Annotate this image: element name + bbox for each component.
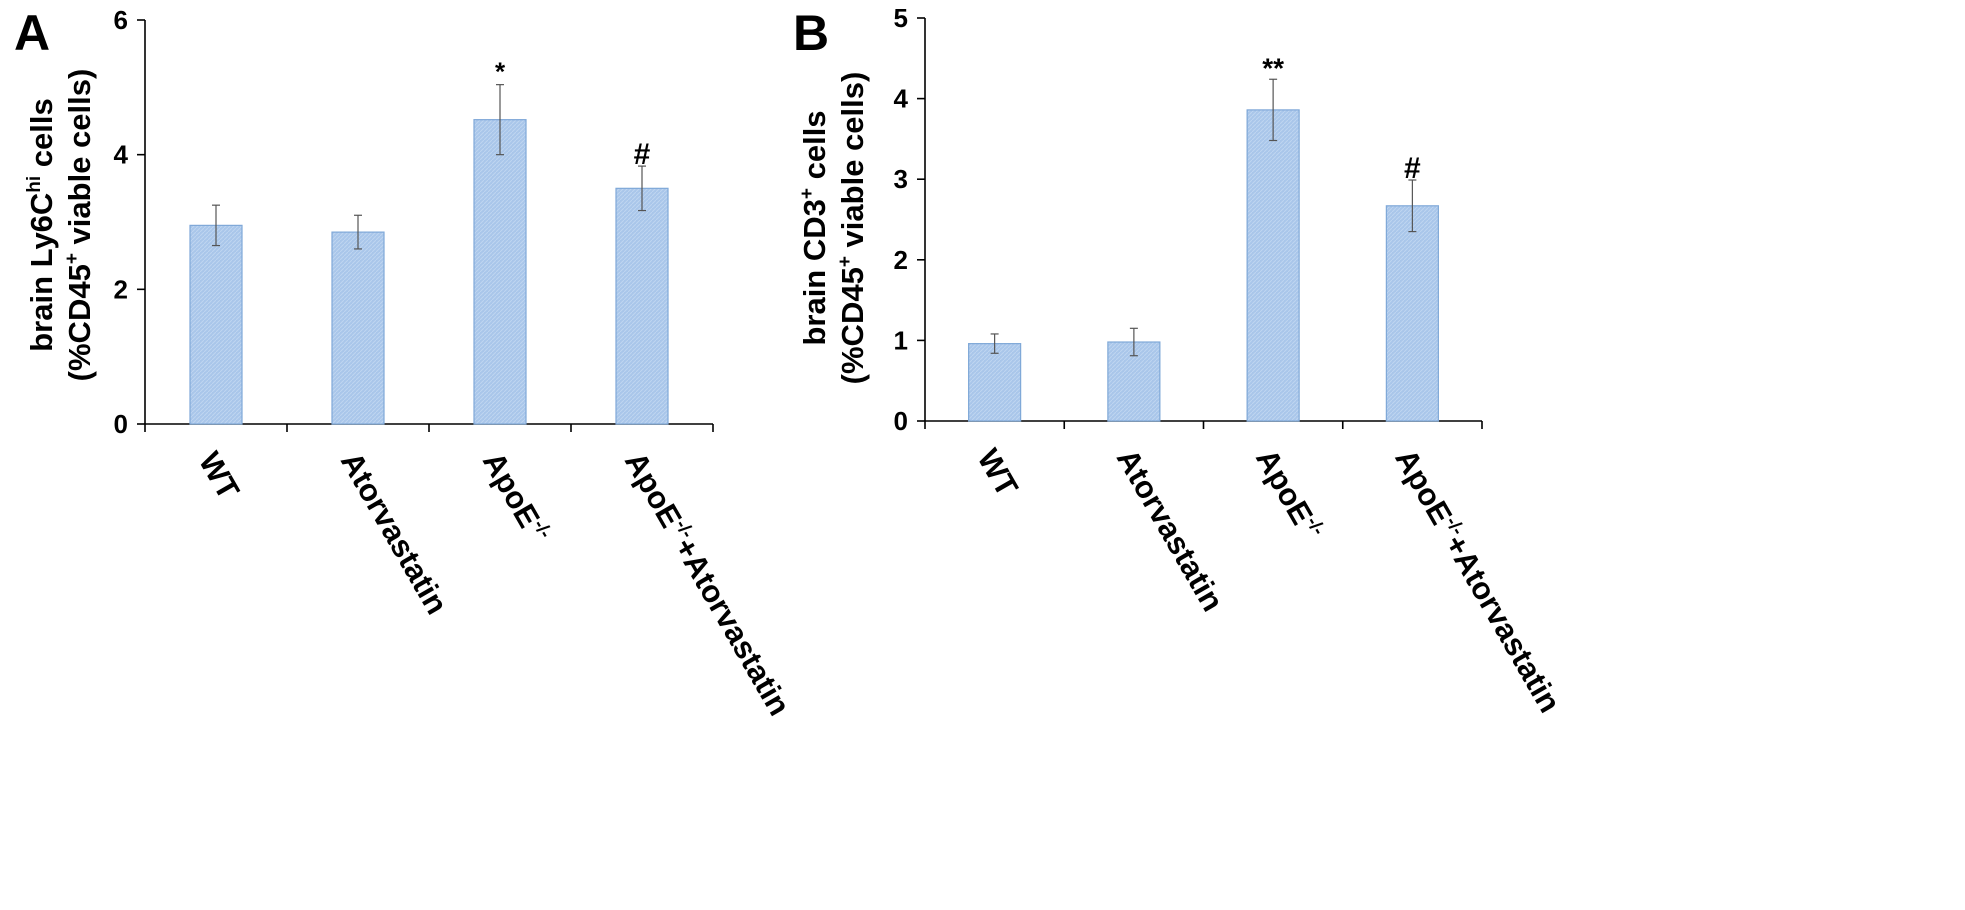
panel-a-error-bar-4 [638,165,646,212]
panel-letter-b: B [793,5,829,61]
panel-b: B brain CD3+ cells (%CD45+ viable cells)… [793,3,1568,718]
panel-a-category-label-1: WT [192,446,246,505]
panel-b-y-tick-label: 5 [894,3,908,33]
panel-a: A brain Ly6Chi cells (%CD45+ viable cell… [14,5,797,721]
panel-a-y-tick-label: 4 [114,140,129,170]
panel-a-bar-2 [331,231,385,425]
panel-b-y-tick-label: 3 [894,164,908,194]
panel-letter-a: A [14,5,50,61]
panel-a-significance-3: * [495,57,506,87]
panel-b-category-label-1: WT [971,443,1025,502]
panel-b-error-bar-1 [990,333,999,354]
panel-a-bar-1 [189,224,243,425]
panel-b-category-label-4: ApoE-/-+Atorvastatin [1388,443,1567,718]
panel-b-category-label-3: ApoE-/- [1249,443,1329,546]
panel-b-significance-3: ** [1262,52,1284,83]
panel-a-ylabel: brain Ly6Chi cells (%CD45+ viable cells) [24,69,97,382]
panel-b-plot: 0 1 2 3 4 5 WT Atorvastatin ** ApoE-/- # ApoE-/-+At… [894,3,1568,718]
panel-b-y-tick-label: 0 [894,406,908,436]
panel-a-category-label-2: Atorvastatin [334,446,455,620]
panel-b-error-bar-4 [1408,179,1417,233]
panel-b-bar-1 [968,343,1022,422]
panel-a-y-tick-label: 6 [114,5,128,35]
panel-b-y-tick-label: 1 [894,325,908,355]
panel-a-y-tick-label: 2 [114,274,128,304]
panel-a-ylabel-line2: (%CD45+ viable cells) [62,69,97,382]
panel-a-y-tick-label: 0 [114,409,128,439]
panel-a-category-label-3: ApoE-/- [476,446,556,549]
panel-a-ylabel-line1: brain Ly6Chi cells [24,98,59,352]
panel-b-significance-4: # [1404,152,1421,185]
panel-a-bar-4 [615,187,669,425]
panel-a-error-bar-1 [212,204,220,247]
panel-a-bar-3 [473,119,527,425]
panel-b-bar-4 [1385,205,1439,422]
panel-b-category-label-2: Atorvastatin [1110,443,1231,617]
panel-a-error-bar-2 [354,214,362,250]
panel-a-category-label-4: ApoE-/-+Atorvastatin [618,446,797,721]
panel-b-y-tick-label: 2 [894,245,908,275]
panel-b-ylabel: brain CD3+ cells (%CD45+ viable cells) [797,72,870,385]
panel-b-ylabel-line2: (%CD45+ viable cells) [835,72,870,385]
panel-b-ylabel-line1: brain CD3+ cells [797,110,832,345]
panel-a-error-bar-3 [496,84,504,156]
panel-b-y-tick-label: 4 [894,84,909,114]
panel-a-significance-4: # [634,138,651,171]
panel-b-error-bar-2 [1129,327,1138,357]
panel-a-plot: 0 2 4 6 WT Atorvastatin * ApoE-/- # ApoE-/-+Atorv… [114,5,798,721]
panel-b-error-bar-3 [1269,78,1278,142]
panel-b-bar-3 [1246,109,1300,422]
